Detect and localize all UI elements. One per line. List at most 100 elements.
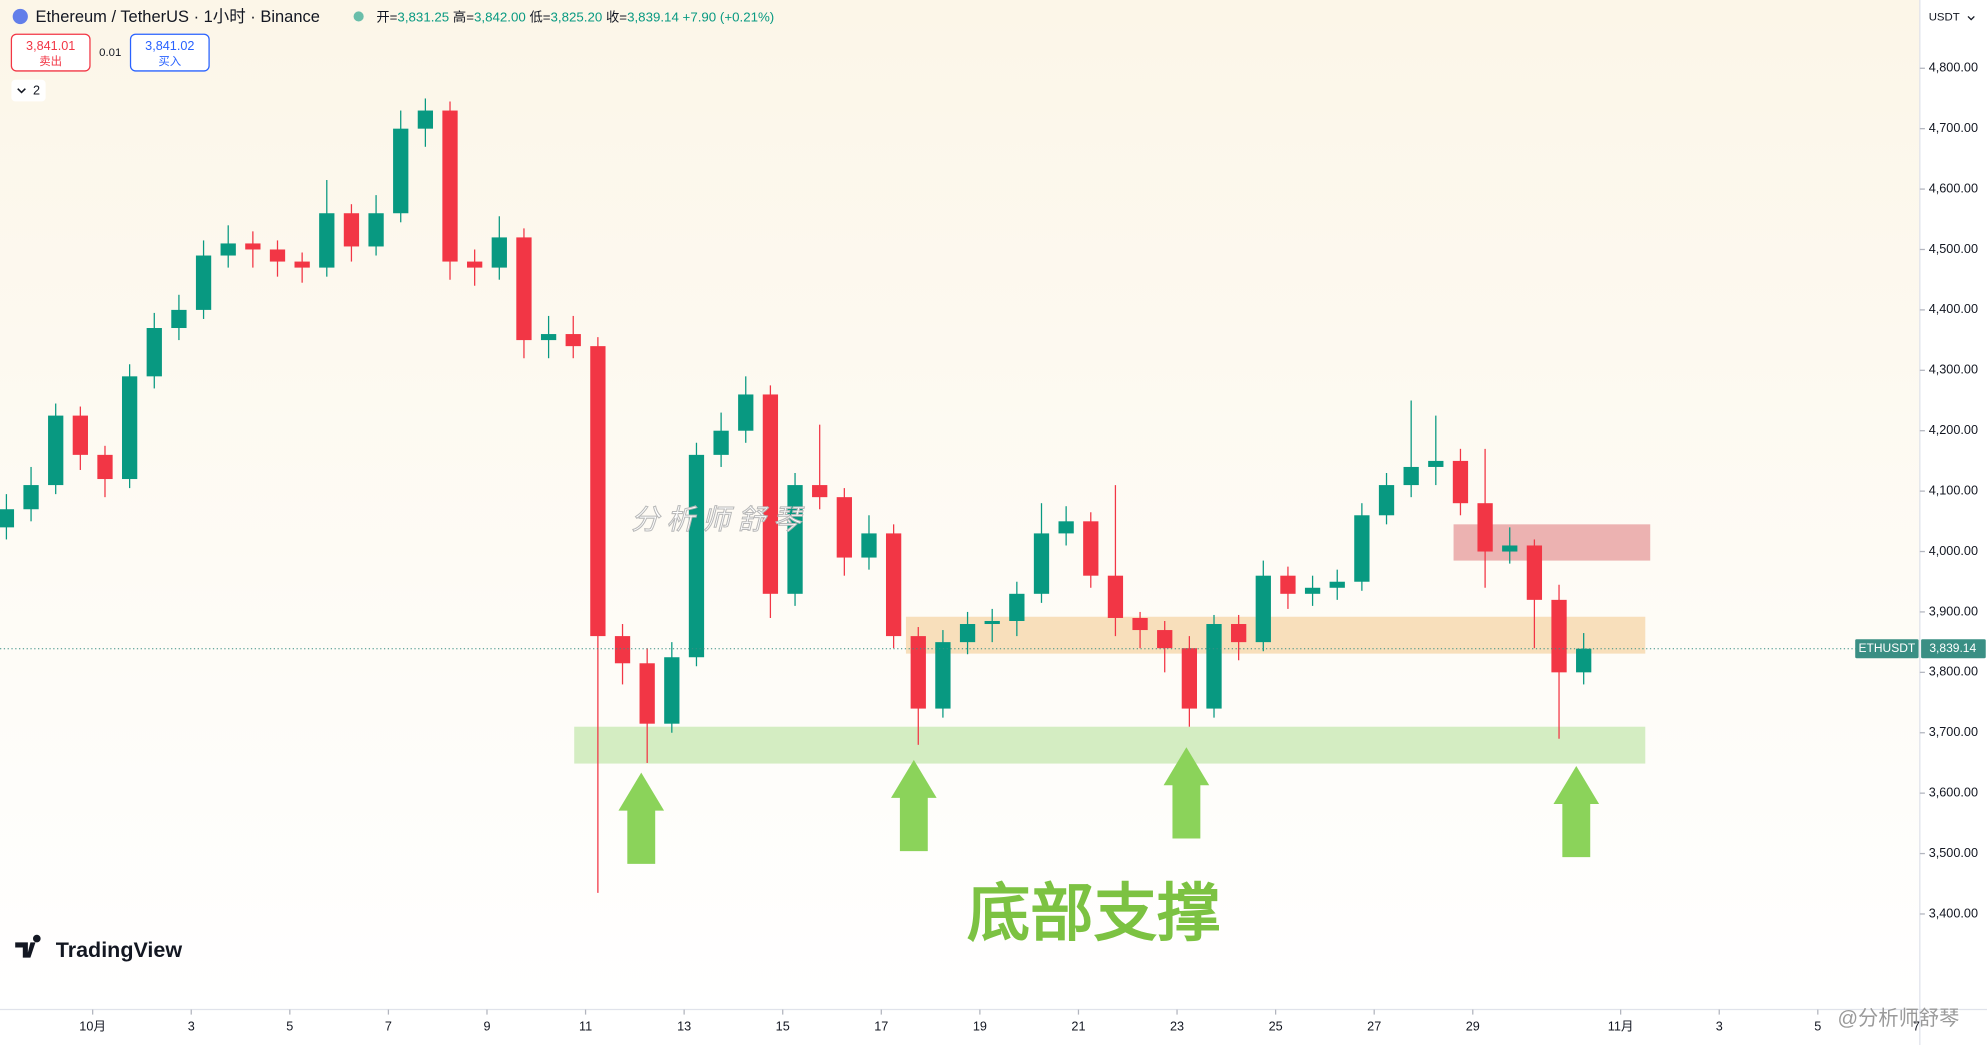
y-tick-label: 4,100.00: [1929, 483, 1978, 497]
x-tick-label: 15: [776, 1020, 790, 1034]
buy-button[interactable]: [129, 33, 210, 72]
x-tick-label: 17: [874, 1020, 888, 1034]
x-tick-label: 19: [973, 1020, 987, 1034]
support-arrow: [1553, 765, 1600, 858]
indicator-toggle[interactable]: [11, 79, 46, 102]
ohlc-value: 3,831.25: [397, 9, 449, 24]
candle-body: [343, 213, 360, 247]
ohlc-label: 高=: [453, 8, 474, 24]
candle-body: [1132, 617, 1148, 631]
symbol-tag-label: ETHUSDT: [1859, 641, 1916, 655]
axes: 3,400.00 3,500.00 3,600.00 3,700.00 3,800.00…: [79, 61, 1978, 1034]
x-tick-label: 25: [1269, 1020, 1283, 1034]
logo-text: TradingView: [56, 938, 183, 962]
x-tick-label: 5: [1814, 1020, 1821, 1034]
y-tick-label: 3,400.00: [1929, 906, 1978, 920]
candle-body: [639, 663, 655, 724]
ohlc-legend: 开=3,831.25 高=3,842.00 低=3,825.20 收=3,839…: [376, 8, 774, 24]
x-tick-label: 3: [188, 1020, 195, 1034]
buy-label: 买入: [158, 55, 181, 68]
sell-button[interactable]: [10, 33, 91, 72]
candle-body: [516, 237, 532, 341]
candle-body: [1378, 485, 1395, 516]
candle-body: [393, 128, 409, 214]
candle-body: [1255, 575, 1271, 643]
candle-body: [1551, 599, 1567, 673]
candle-body: [72, 415, 88, 455]
annotation: 底部支撑: [967, 879, 1220, 949]
candle-body: [294, 261, 310, 268]
candle-body: [738, 394, 754, 431]
y-tick-label: 4,200.00: [1929, 423, 1978, 437]
ohlc-value: 3,839.14: [627, 9, 679, 24]
x-tick-label: 29: [1466, 1020, 1480, 1034]
y-tick-label: 3,900.00: [1929, 604, 1978, 618]
y-tick-label: 4,000.00: [1929, 544, 1978, 558]
symbol-icon: [12, 8, 28, 25]
change-value: +7.90 (+0.21%): [683, 9, 775, 24]
indicator-count: 2: [33, 84, 40, 98]
plot-background: [0, 0, 1920, 1010]
candle-body: [0, 509, 15, 528]
candle-body: [1058, 521, 1074, 534]
candle-body: [787, 485, 803, 594]
y-tick-label: 4,300.00: [1929, 363, 1978, 377]
credit-watermark: @分析师舒琴: [1837, 1007, 1959, 1030]
symbol-title[interactable]: Ethereum / TetherUS · 1小时 · Binance: [35, 8, 319, 26]
y-tick-label: 4,800.00: [1929, 61, 1978, 75]
candle-body: [195, 255, 212, 310]
candle-body: [1354, 515, 1370, 582]
candle-body: [1206, 624, 1222, 709]
candle-body: [1231, 624, 1247, 643]
x-tick-label: 7: [1913, 1020, 1920, 1034]
ohlc-label: 低=: [529, 9, 550, 24]
ohlc-value: 3,825.20: [551, 9, 603, 24]
y-tick-label: 3,500.00: [1929, 846, 1978, 860]
currency-selector[interactable]: USDT: [1929, 12, 1960, 24]
price-tag-label: 3,839.14: [1929, 641, 1976, 655]
candle-body: [1304, 587, 1321, 594]
ohlc-label: 开=: [376, 9, 397, 24]
y-tick-label: 3,700.00: [1929, 725, 1978, 739]
candle-body: [245, 243, 261, 250]
x-tick-label: 7: [385, 1020, 392, 1034]
candle-body: [688, 454, 705, 658]
candle-body: [959, 624, 976, 643]
price-zone: [574, 726, 1646, 764]
candle-body: [540, 334, 557, 341]
candle-body: [812, 485, 828, 498]
candle-body: [491, 237, 507, 268]
candle-body: [664, 657, 680, 724]
candle-body: [614, 636, 631, 664]
candle-body: [269, 249, 286, 262]
candle-body: [368, 213, 384, 247]
x-tick-label: 13: [677, 1020, 691, 1034]
candle-body: [885, 533, 902, 637]
candle-body: [1428, 460, 1444, 467]
status-dot: [353, 11, 364, 22]
support-arrow: [618, 772, 665, 864]
candle-body: [1157, 630, 1173, 649]
x-tick-label: 3: [1716, 1020, 1723, 1034]
candle-body: [1452, 460, 1469, 504]
x-tick-label: 9: [483, 1020, 490, 1034]
candle-body: [171, 309, 187, 329]
candles: [0, 98, 1592, 893]
spread: 0.01: [99, 47, 121, 59]
candle-body: [1576, 648, 1592, 673]
candle-body: [23, 485, 39, 510]
sell-label: 卖出: [39, 54, 62, 68]
candle-body: [417, 110, 434, 129]
ohlc-value: 3,842.00: [474, 9, 526, 24]
x-tick-label: 11月: [1608, 1020, 1634, 1034]
price-zone: [905, 616, 1646, 654]
ohlc-label: 收=: [606, 9, 627, 24]
candle-body: [1526, 545, 1543, 600]
buy-price: 3,841.02: [145, 39, 194, 53]
candle-body: [984, 620, 1000, 625]
candle-body: [1280, 575, 1296, 594]
sell-price: 3,841.01: [26, 39, 75, 53]
candle-body: [836, 497, 852, 558]
